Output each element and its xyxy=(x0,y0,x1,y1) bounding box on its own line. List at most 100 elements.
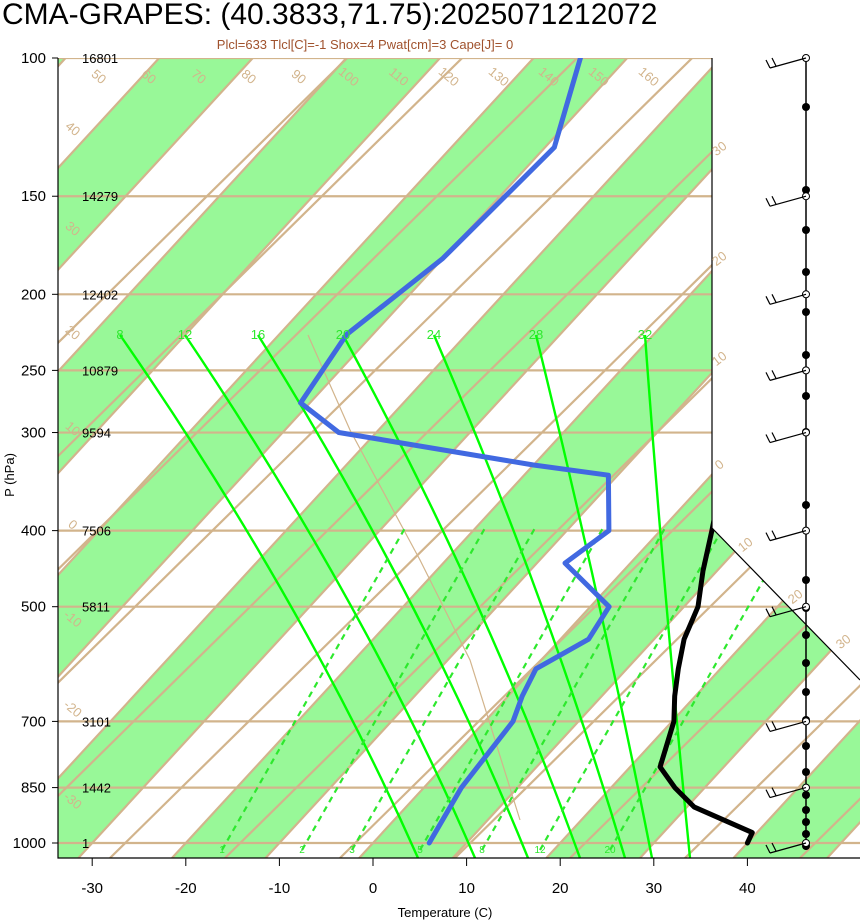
dry-adiabat-line xyxy=(109,58,860,858)
dry-adiabat-label: 160 xyxy=(636,64,662,89)
x-axis-label: Temperature (C) xyxy=(398,905,493,920)
wind-barb xyxy=(765,842,807,854)
left-edge-label: 40 xyxy=(63,118,84,139)
y-tick-label: 150 xyxy=(21,188,46,205)
height-label: 12402 xyxy=(82,287,118,302)
dry-adiabat-line xyxy=(684,58,860,858)
mixing-ratio-line xyxy=(419,527,604,851)
wind-dot xyxy=(802,768,810,776)
wind-barb xyxy=(765,530,807,542)
height-label: 7506 xyxy=(82,524,111,539)
wind-dot xyxy=(802,268,810,276)
y-tick-label: 1000 xyxy=(13,835,46,852)
x-tick-label: -20 xyxy=(175,880,197,897)
moist-adiabat-line xyxy=(184,334,477,858)
moist-adiabats xyxy=(119,334,692,858)
isotherm-bands xyxy=(58,58,860,858)
isotherm-line xyxy=(639,58,860,858)
mixing-ratio-line xyxy=(301,527,486,851)
chart-title: CMA-GRAPES: (40.3833,71.75):202507121207… xyxy=(2,0,657,31)
dry-adiabat-line xyxy=(569,58,860,858)
mixing-ratio-line xyxy=(351,527,536,851)
moist-adiabat-line xyxy=(432,334,627,858)
frame-right-edge xyxy=(711,58,860,681)
mixing-ratio-lines xyxy=(221,527,794,851)
dry-adiabat-line xyxy=(58,58,436,858)
mixing-ratio-line xyxy=(481,527,666,851)
moist-adiabat-line xyxy=(643,334,692,858)
mixing-ratio-label: 12 xyxy=(534,845,546,856)
mixing-ratio-line xyxy=(609,527,794,851)
y-tick-label: 100 xyxy=(21,50,46,67)
height-label: 5811 xyxy=(82,600,110,615)
height-label: 9594 xyxy=(82,426,111,441)
moist-adiabat-label: 28 xyxy=(529,327,543,342)
dry-adiabat-label: 120 xyxy=(436,64,462,89)
dewpoint-profile xyxy=(298,58,612,846)
height-label: 16801 xyxy=(82,51,118,66)
isotherm-line xyxy=(58,58,254,858)
y-tick-label: 700 xyxy=(21,713,46,730)
wind-dot xyxy=(802,631,810,639)
wind-barb xyxy=(765,606,807,618)
wind-barbs-column xyxy=(765,54,810,854)
moist-adiabat-label: 32 xyxy=(638,327,652,342)
right-edge-label: 0 xyxy=(712,456,727,472)
moist-adiabat-label: 8 xyxy=(116,327,123,342)
y-tick-label: 250 xyxy=(21,362,46,379)
wind-dot xyxy=(802,806,810,814)
isotherm-line xyxy=(545,58,860,858)
x-tick-label: 10 xyxy=(458,880,475,897)
isotherm-band xyxy=(733,58,860,858)
mixing-ratio-label: 1 xyxy=(219,845,225,856)
height-label: 10879 xyxy=(82,363,118,378)
isotherm-band xyxy=(58,58,628,858)
dry-adiabat-label: 50 xyxy=(89,66,110,87)
wind-dot xyxy=(802,818,810,826)
x-tick-label: 0 xyxy=(369,880,377,897)
mixing-ratio-line xyxy=(221,527,406,851)
isotherm-line xyxy=(58,58,722,858)
wind-barb xyxy=(765,431,807,444)
wind-dot xyxy=(802,830,810,838)
y-tick-label: 400 xyxy=(21,523,46,540)
wind-barb xyxy=(765,720,807,732)
y-axis-label: P (hPa) xyxy=(2,453,17,497)
height-label: 14279 xyxy=(82,189,118,204)
right-edge-label: 20 xyxy=(785,586,806,607)
wind-barb xyxy=(765,787,807,799)
wind-barb xyxy=(765,195,807,207)
dry-adiabat-line xyxy=(58,58,781,858)
wind-dot xyxy=(802,103,810,111)
moist-adiabat-line xyxy=(256,334,530,858)
wind-barb xyxy=(765,369,807,381)
isotherm-band xyxy=(546,58,860,858)
wind-barb xyxy=(765,293,807,305)
isotherm-line xyxy=(58,58,629,858)
wind-dot xyxy=(802,186,810,194)
chart-subtitle: Plcl=633 Tlcl[C]=-1 Shox=4 Pwat[cm]=3 Ca… xyxy=(217,37,513,52)
x-tick-label: -10 xyxy=(269,880,291,897)
moist-adiabat-label: 12 xyxy=(178,327,192,342)
frame-axes xyxy=(57,58,860,859)
height-label: 1 xyxy=(82,836,89,851)
height-label: 1442 xyxy=(82,781,111,796)
wind-dot xyxy=(802,576,810,584)
wind-barb xyxy=(765,57,807,69)
parcel-reference-line xyxy=(307,334,521,821)
dry-adiabat-line xyxy=(58,58,551,858)
x-tick-label: 20 xyxy=(552,880,569,897)
wind-dot xyxy=(802,659,810,667)
x-tick-label: 40 xyxy=(739,880,756,897)
dry-adiabat-line xyxy=(454,58,860,858)
moist-adiabat-label: 20 xyxy=(336,327,350,342)
y-tick-label: 850 xyxy=(21,780,46,797)
right-edge-label: 10 xyxy=(735,534,756,555)
mixing-ratio-label: 5 xyxy=(417,845,423,856)
wind-dot xyxy=(802,742,810,750)
right-edge-label: 30 xyxy=(833,631,854,652)
y-tick-label: 500 xyxy=(21,599,46,616)
wind-dot xyxy=(802,308,810,316)
wind-dot xyxy=(802,791,810,799)
